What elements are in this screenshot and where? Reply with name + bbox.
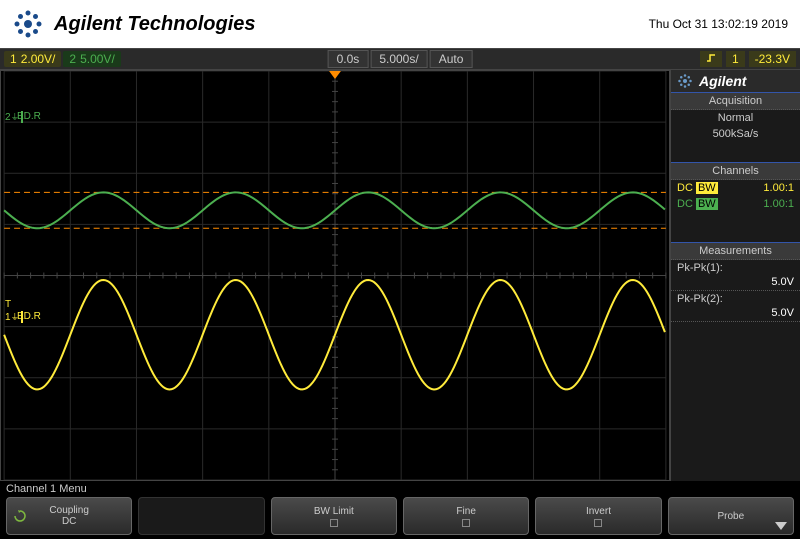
acq-mode: Normal: [671, 110, 800, 126]
trigger-channel[interactable]: 1: [726, 51, 745, 67]
checkbox-icon: [462, 519, 470, 527]
ch1-settings: DC BW 1.00:1: [671, 180, 800, 196]
acquisition-title: Acquisition: [671, 93, 800, 110]
fine-button[interactable]: Fine: [403, 497, 529, 535]
acq-rate: 500kSa/s: [671, 126, 800, 142]
ch2-vdiv[interactable]: 25.00V/: [63, 51, 120, 67]
probe-button[interactable]: Probe: [668, 497, 794, 535]
trigger-marker: T: [3, 299, 13, 310]
sidebar: Agilent Acquisition Normal 500kSa/s Chan…: [670, 70, 800, 481]
rotate-icon: [13, 509, 27, 523]
acquisition-section: Acquisition Normal 500kSa/s: [671, 92, 800, 142]
brand-name: Agilent Technologies: [54, 13, 256, 36]
meas-2-label: Pk-Pk(2):: [671, 291, 800, 307]
bw-limit-button[interactable]: BW Limit: [271, 497, 397, 535]
measurements-section: Measurements Pk-Pk(1): 5.0V Pk-Pk(2): 5.…: [671, 242, 800, 322]
invert-button[interactable]: Invert: [535, 497, 661, 535]
measurements-title: Measurements: [671, 243, 800, 260]
waveform-display[interactable]: 2⏚ ED.R T 1⏚ ED.R: [0, 70, 670, 481]
brand: Agilent Technologies: [12, 8, 256, 40]
ch2-label: ED.R: [15, 111, 43, 122]
menu-title: Channel 1 Menu: [0, 481, 800, 497]
trigger-edge-icon: [700, 51, 722, 67]
header: Agilent Technologies Thu Oct 31 13:02:19…: [0, 0, 800, 48]
trigger-level[interactable]: -23.3V: [749, 51, 796, 67]
time-offset[interactable]: 0.0s: [328, 50, 369, 68]
channels-title: Channels: [671, 163, 800, 180]
checkbox-icon: [330, 519, 338, 527]
waveform-svg: [1, 71, 669, 480]
checkbox-icon: [594, 519, 602, 527]
agilent-small-logo-icon: [677, 73, 693, 89]
meas-2-value: 5.0V: [671, 307, 800, 321]
ch1-label: ED.R: [15, 311, 43, 322]
trigger-mode[interactable]: Auto: [430, 50, 473, 68]
softkey-bar: Coupling DC BW Limit Fine Invert Probe: [0, 497, 800, 535]
footer: Channel 1 Menu Coupling DC BW Limit Fine…: [0, 481, 800, 539]
submenu-arrow-icon: [775, 522, 787, 530]
channels-section: Channels DC BW 1.00:1 DC BW 1.00:1: [671, 162, 800, 212]
softkey-empty-1: [138, 497, 264, 535]
timestamp: Thu Oct 31 13:02:19 2019: [649, 17, 788, 31]
sidebar-brand: Agilent: [671, 70, 800, 92]
ch1-vdiv[interactable]: 12.00V/: [4, 51, 61, 67]
ch2-settings: DC BW 1.00:1: [671, 196, 800, 212]
time-div[interactable]: 5.000s/: [370, 50, 427, 68]
meas-1-label: Pk-Pk(1):: [671, 260, 800, 276]
status-bar: 12.00V/ 25.00V/ 0.0s 5.000s/ Auto 1 -23.…: [0, 48, 800, 70]
coupling-button[interactable]: Coupling DC: [6, 497, 132, 535]
agilent-logo-icon: [12, 8, 44, 40]
meas-1-value: 5.0V: [671, 276, 800, 290]
